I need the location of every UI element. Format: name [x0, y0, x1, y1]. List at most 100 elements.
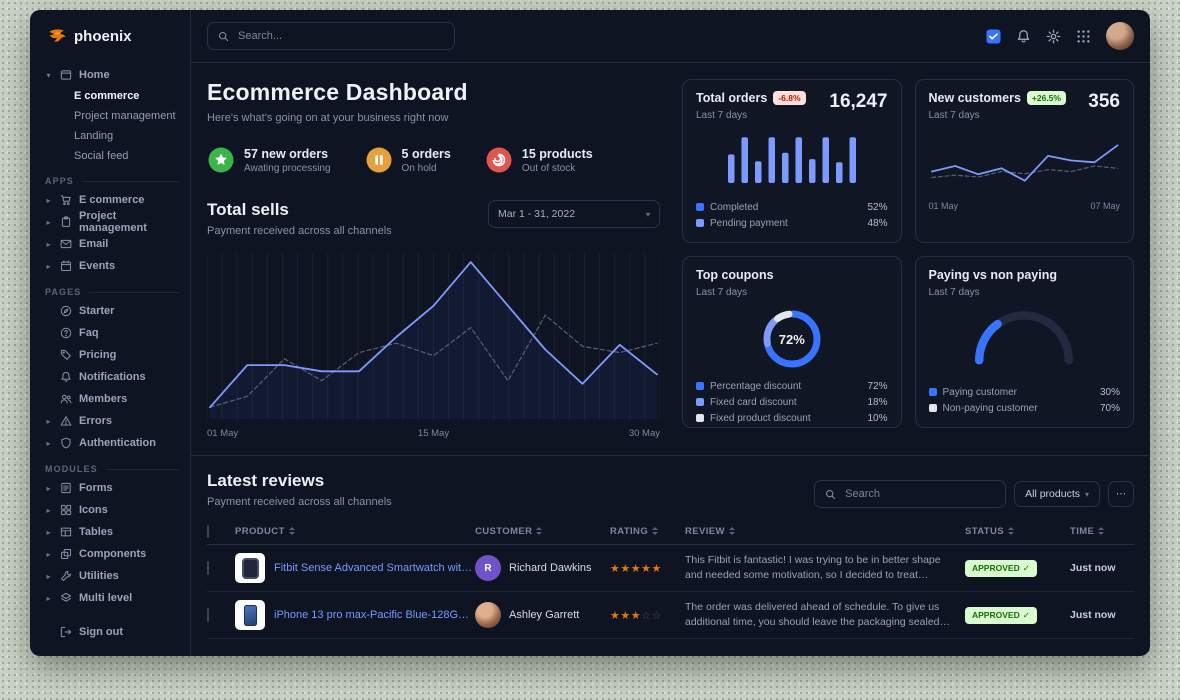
- sort-icon: [652, 527, 659, 535]
- donut-center-value: 72%: [778, 331, 805, 347]
- legend-fixed-product-discount: Fixed product discount 10%: [696, 410, 888, 426]
- sidebar-item-apps-email[interactable]: ▸ Email: [44, 233, 180, 255]
- column-product[interactable]: PRODUCT: [235, 526, 295, 537]
- sidebar-item-utilities[interactable]: ▸ Utilities: [44, 565, 180, 587]
- sidebar-item-authentication[interactable]: ▸ Authentication: [44, 432, 180, 454]
- column-time[interactable]: TIME: [1070, 526, 1105, 537]
- sidebar-item-tables[interactable]: ▸ Tables: [44, 521, 180, 543]
- check-icon: ✓: [1022, 609, 1030, 620]
- rating-stars: ★★★★★: [610, 562, 662, 575]
- product-link[interactable]: iPhone 13 pro max-Pacific Blue-128GB sto…: [274, 609, 475, 621]
- clipboard-icon: [59, 216, 73, 228]
- global-search[interactable]: [207, 22, 455, 50]
- legend-chip: [928, 388, 937, 396]
- customer-name: Ashley Garrett: [509, 609, 580, 621]
- sidebar-item-forms[interactable]: ▸ Forms: [44, 477, 180, 499]
- calendar-icon: [59, 260, 73, 272]
- sidebar-item-icons[interactable]: ▸ Icons: [44, 499, 180, 521]
- customer-avatar: [475, 602, 501, 628]
- review-time: Just now: [1070, 609, 1116, 621]
- product-link[interactable]: Fitbit Sense Advanced Smartwatch with To…: [274, 562, 475, 574]
- date-range-select[interactable]: Mar 1 - 31, 2022 ▾: [488, 200, 660, 228]
- sidebar-item-notifications[interactable]: Notifications: [44, 366, 180, 388]
- sidebar-item-landing[interactable]: Landing: [74, 130, 114, 142]
- change-badge: -6.8%: [773, 91, 806, 105]
- legend-chip: [696, 203, 704, 211]
- check-square-icon[interactable]: [986, 28, 1001, 44]
- grid-icon[interactable]: [1076, 29, 1091, 44]
- search-input[interactable]: [236, 29, 444, 43]
- navbar-icons: [986, 22, 1134, 50]
- sort-icon: [1008, 527, 1014, 535]
- reviews-search[interactable]: [814, 480, 1007, 508]
- compass-icon: [59, 305, 73, 317]
- sort-icon: [728, 527, 735, 535]
- chevron-right-icon: ▸: [46, 571, 51, 581]
- legend-paying-customer: Paying customer 30%: [928, 384, 1120, 400]
- customer-avatar: R: [475, 555, 501, 581]
- sidebar: phoenix ▾ Home E commerce Project manage…: [30, 10, 191, 656]
- table-row: Fitbit Sense Advanced Smartwatch with To…: [207, 545, 1134, 592]
- more-options-button[interactable]: ⋯: [1108, 481, 1134, 507]
- sidebar-item-apps-events[interactable]: ▸ Events: [44, 255, 180, 277]
- sidebar-item-faq[interactable]: Faq: [44, 322, 180, 344]
- stat-orders-on-hold: 5 orders On hold: [365, 146, 451, 174]
- sidebar-item-apps-project-management[interactable]: ▸ Project management: [44, 210, 180, 234]
- sidebar-item-members[interactable]: Members: [44, 388, 180, 410]
- column-status[interactable]: STATUS: [965, 526, 1014, 537]
- sidebar-section-pages: PAGES: [45, 287, 180, 297]
- reviews-table: PRODUCT CUSTOMER RATING REVIEW STATUS TI…: [207, 518, 1134, 639]
- sidebar-nav: ▾ Home E commerce Project management Lan…: [30, 62, 190, 656]
- chevron-down-icon: ▾: [645, 209, 650, 219]
- legend-non-paying-customer: Non-paying customer 70%: [928, 400, 1120, 416]
- total-sells-chart: 01 May 15 May 30 May: [207, 251, 660, 439]
- brand[interactable]: phoenix: [30, 10, 190, 62]
- bell-icon[interactable]: [1016, 29, 1031, 44]
- column-review[interactable]: REVIEW: [685, 526, 735, 537]
- change-badge: +26.5%: [1026, 91, 1066, 105]
- sidebar-item-project-management-dashboard[interactable]: Project management: [74, 110, 176, 122]
- grid-squares-icon: [59, 504, 73, 516]
- sidebar-item-ecommerce-dashboard[interactable]: E commerce: [74, 90, 140, 102]
- user-avatar[interactable]: [1106, 22, 1134, 50]
- sidebar-item-errors[interactable]: ▸ Errors: [44, 410, 180, 432]
- content: Ecommerce Dashboard Here's what's going …: [191, 63, 1150, 656]
- sidebar-item-pricing[interactable]: Pricing: [44, 344, 180, 366]
- chevron-right-icon: ▸: [46, 549, 51, 559]
- total-orders-value: 16,247: [829, 91, 888, 112]
- card-total-orders: Total orders -6.8% Last 7 days 16,247: [682, 79, 902, 243]
- select-all-checkbox[interactable]: [207, 524, 209, 538]
- total-sells-subtitle: Payment received across all channels: [207, 225, 392, 237]
- review-text: This Fitbit is fantastic! I was trying t…: [685, 553, 941, 581]
- review-time: Just now: [1070, 562, 1116, 574]
- sidebar-item-multi-level[interactable]: ▸ Multi level: [44, 587, 180, 609]
- coil-icon: [485, 146, 513, 174]
- all-products-filter-button[interactable]: All products ▾: [1014, 481, 1100, 507]
- gear-icon[interactable]: [1046, 29, 1061, 44]
- search-icon: [218, 31, 229, 42]
- table-row: iPhone 13 pro max-Pacific Blue-128GB sto…: [207, 592, 1134, 639]
- column-rating[interactable]: RATING: [610, 526, 659, 537]
- chevron-right-icon: ▸: [46, 195, 51, 205]
- column-customer[interactable]: CUSTOMER: [475, 526, 543, 537]
- phoenix-logo-icon: [46, 26, 67, 47]
- row-checkbox[interactable]: [207, 608, 209, 622]
- sidebar-item-home[interactable]: ▾ Home: [44, 64, 180, 86]
- page-subtitle: Here's what's going on at your business …: [207, 112, 449, 124]
- envelope-icon: [59, 238, 73, 250]
- chevron-right-icon: ▸: [46, 593, 51, 603]
- row-checkbox[interactable]: [207, 561, 209, 575]
- sidebar-section-modules: MODULES: [45, 464, 180, 474]
- legend-fixed-card-discount: Fixed card discount 18%: [696, 394, 888, 410]
- sidebar-item-sign-out[interactable]: Sign out: [44, 621, 180, 643]
- sidebar-item-social-feed[interactable]: Social feed: [74, 150, 129, 162]
- legend-completed: Completed 52%: [696, 199, 888, 215]
- sidebar-item-starter[interactable]: Starter: [44, 300, 180, 322]
- product-thumbnail: [235, 553, 265, 583]
- chevron-right-icon: ▸: [46, 416, 51, 426]
- reviews-search-input[interactable]: [843, 487, 996, 501]
- chevron-right-icon: ▸: [46, 239, 51, 249]
- sidebar-item-components[interactable]: ▸ Components: [44, 543, 180, 565]
- review-text: The order was delivered ahead of schedul…: [685, 600, 940, 628]
- sidebar-item-apps-ecommerce[interactable]: ▸ E commerce: [44, 189, 180, 211]
